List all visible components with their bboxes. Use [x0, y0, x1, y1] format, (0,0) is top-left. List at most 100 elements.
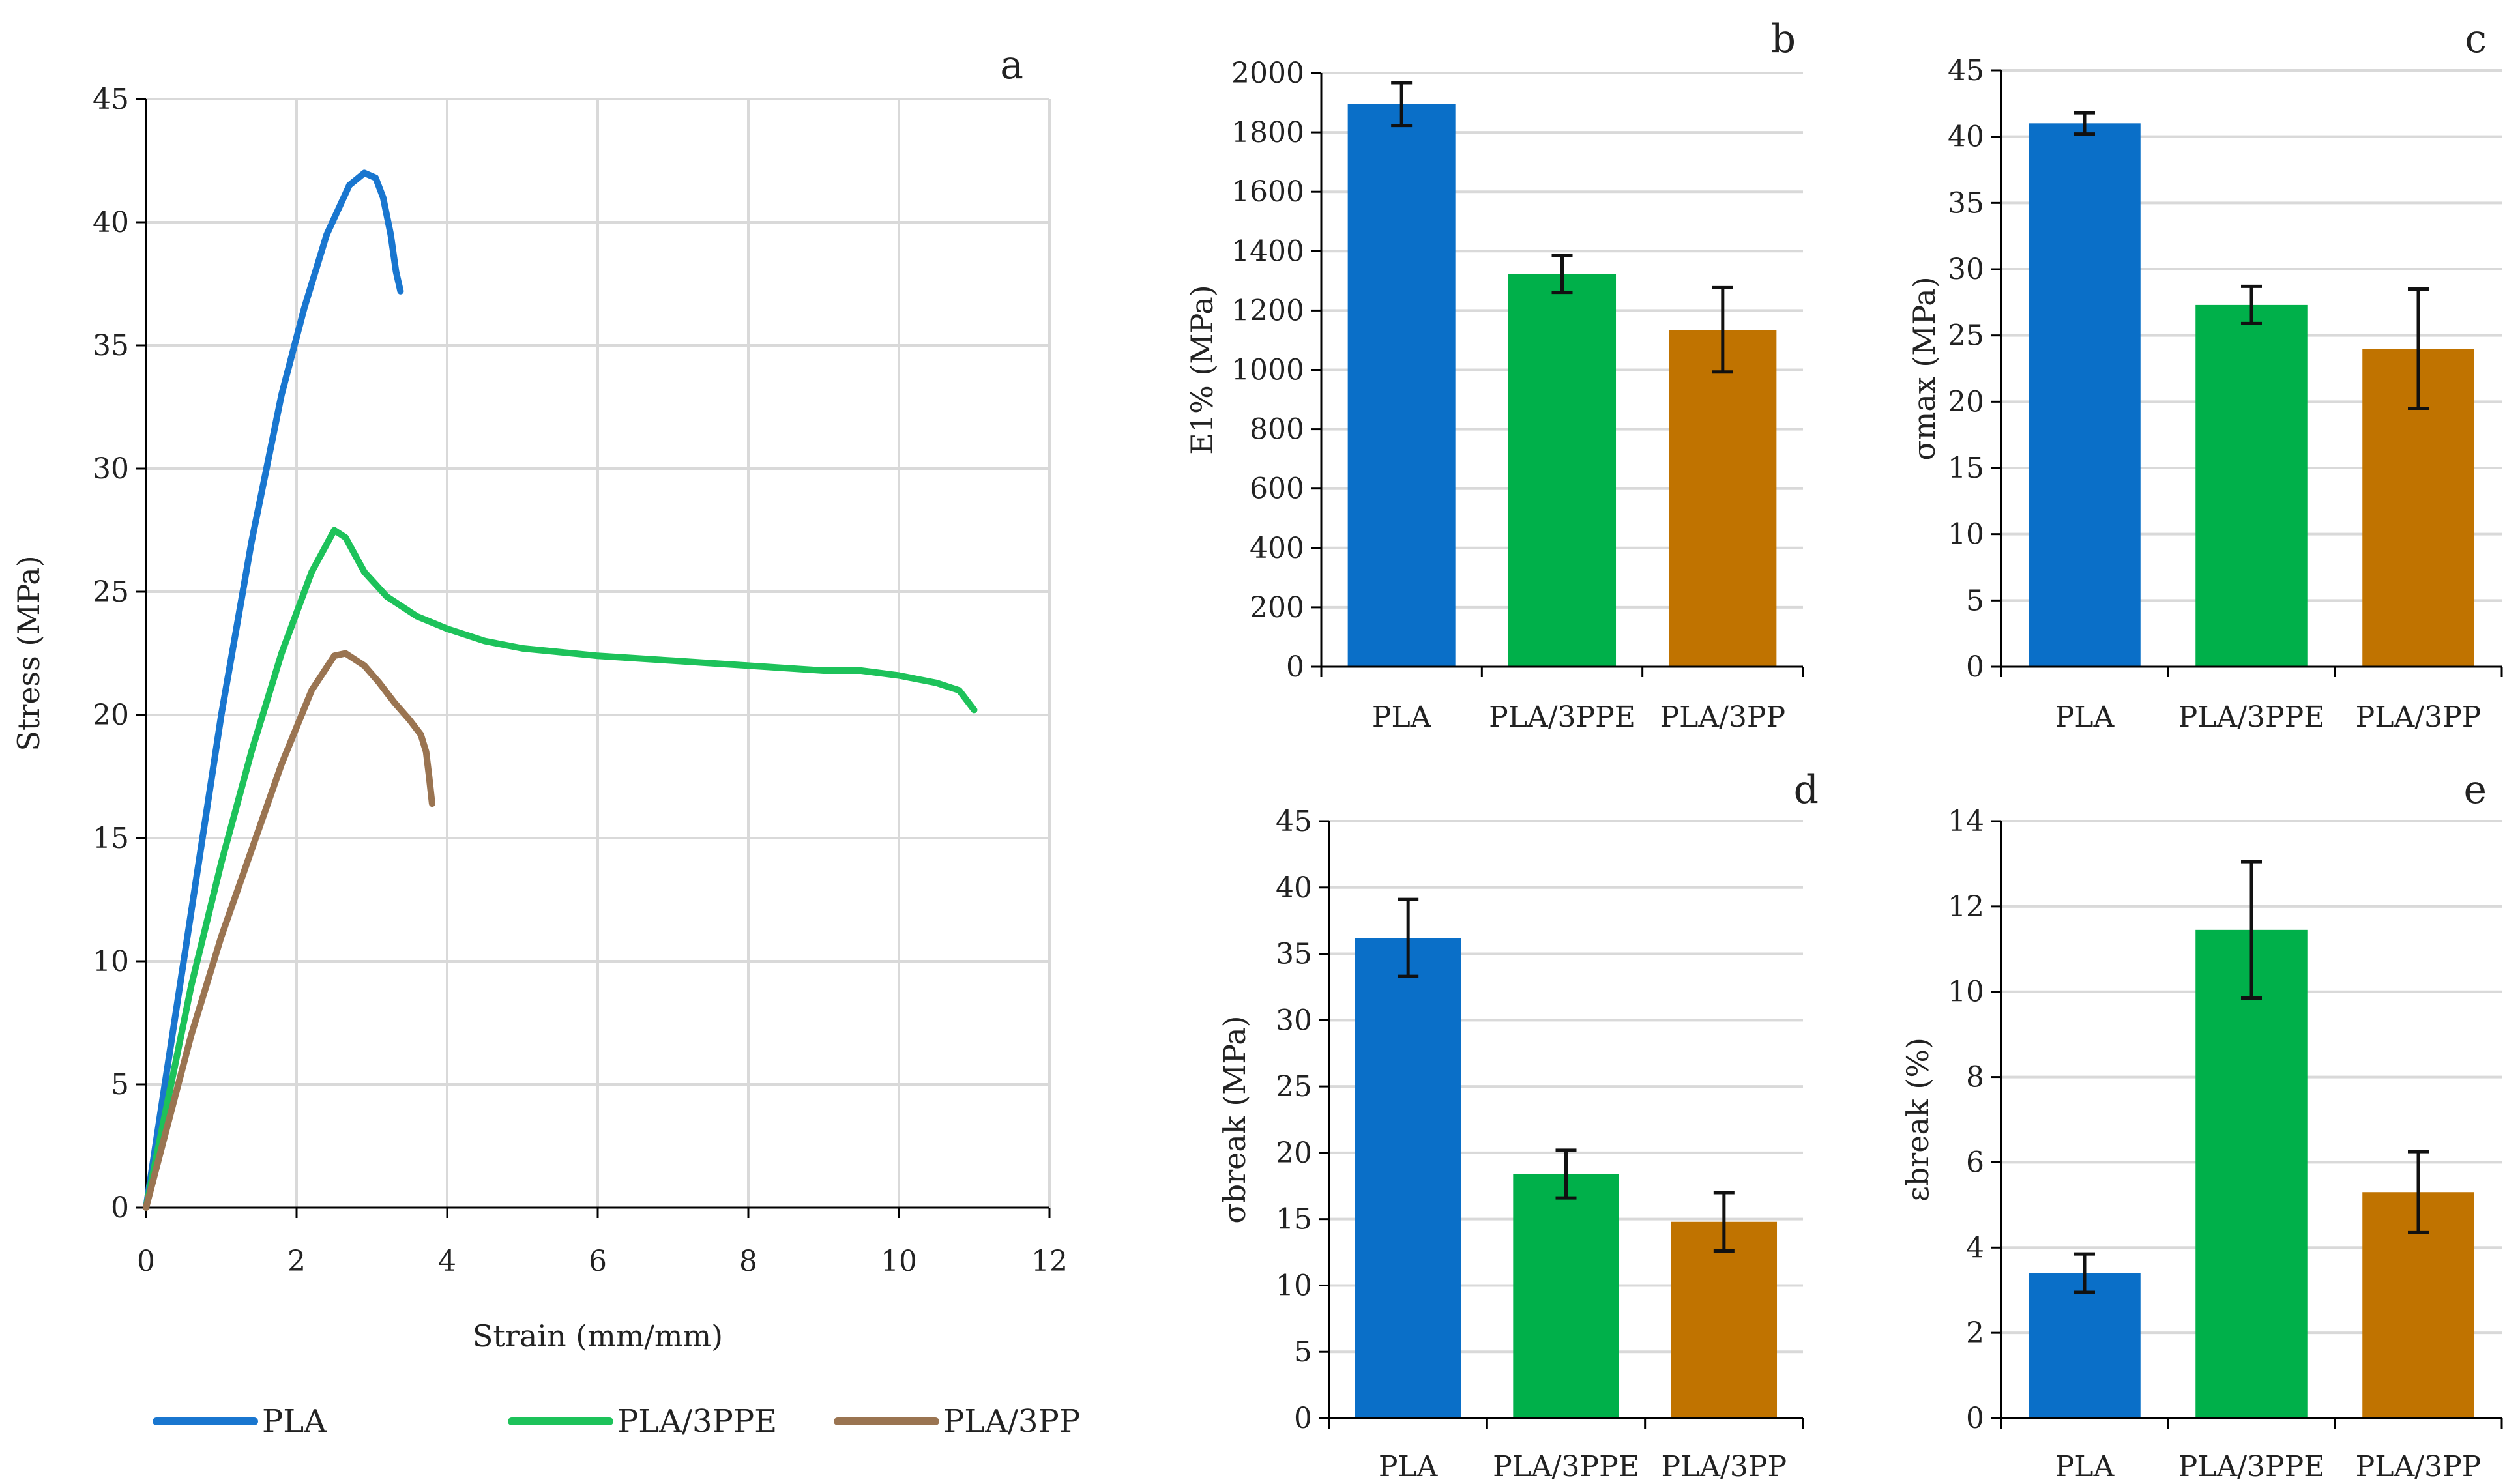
x-tick-label: 8	[739, 1245, 757, 1278]
y-tick-label: 45	[1276, 805, 1312, 838]
category-label-2: PLA/3PP	[1660, 701, 1786, 734]
bar-0	[1355, 938, 1461, 1418]
y-tick-label: 45	[1948, 54, 1984, 87]
bar-1	[1513, 1174, 1619, 1418]
y-tick-label: 5	[111, 1068, 129, 1101]
y-tick-label: 0	[111, 1191, 129, 1225]
bar-0	[2029, 123, 2141, 667]
y-axis-label: Stress (MPa)	[11, 555, 46, 751]
bar-2	[1671, 1221, 1778, 1418]
y-tick-label: 35	[1276, 938, 1312, 971]
y-axis-label: εbreak (%)	[1900, 1038, 1935, 1202]
y-tick-label: 35	[1948, 186, 1984, 220]
x-axis-label: Strain (mm/mm)	[473, 1318, 723, 1354]
panel-letter: d	[1794, 767, 1819, 813]
legend-label-0: PLA	[262, 1403, 327, 1440]
y-tick-label: 40	[93, 206, 129, 239]
category-label-2: PLA/3PP	[1662, 1450, 1787, 1482]
y-tick-label: 25	[1948, 319, 1984, 353]
panel-e: 0 2 4 6 8 10 12 14 PLA PLA/3PPE PLA/3PP εbreak (%) e	[1900, 767, 2503, 1482]
y-tick-label: 200	[1250, 591, 1304, 624]
category-label-1: PLA/3PPE	[2178, 701, 2325, 734]
y-tick-label: 14	[1948, 805, 1984, 838]
y-tick-label: 45	[93, 83, 129, 116]
category-label-0: PLA	[1372, 701, 1432, 734]
x-tick-label: 6	[589, 1245, 607, 1278]
y-tick-label: 1200	[1231, 294, 1304, 327]
y-tick-label: 5	[1966, 584, 1984, 617]
x-tick-label: 12	[1031, 1245, 1068, 1278]
bar-2	[1669, 330, 1777, 667]
y-tick-label: 0	[1294, 1402, 1312, 1435]
category-label-2: PLA/3PP	[2356, 1450, 2482, 1482]
category-label-0: PLA	[2055, 701, 2115, 734]
y-tick-label: 15	[93, 822, 129, 855]
y-tick-label: 0	[1966, 1402, 1984, 1435]
category-label-0: PLA	[1379, 1450, 1439, 1482]
panel-letter: b	[1771, 16, 1796, 62]
y-tick-label: 20	[93, 699, 129, 732]
y-tick-label: 400	[1250, 532, 1304, 565]
y-tick-label: 6	[1966, 1146, 1984, 1179]
series-line-0	[143, 169, 404, 1211]
y-tick-label: 4	[1966, 1231, 1984, 1264]
bar-0	[1347, 104, 1456, 667]
legend-label-1: PLA/3PPE	[617, 1403, 777, 1440]
category-label-0: PLA	[2055, 1450, 2115, 1482]
y-tick-label: 5	[1294, 1335, 1312, 1369]
category-label-1: PLA/3PPE	[1493, 1450, 1639, 1482]
y-tick-label: 40	[1948, 121, 1984, 154]
y-axis-label: σmax (MPa)	[1907, 276, 1942, 460]
y-tick-label: 1600	[1231, 175, 1304, 209]
y-tick-label: 2	[1966, 1316, 1984, 1350]
y-tick-label: 30	[93, 452, 129, 486]
panel-letter: a	[1000, 42, 1023, 88]
y-tick-label: 0	[1966, 650, 1984, 684]
y-tick-label: 800	[1250, 413, 1304, 446]
y-tick-label: 15	[1276, 1203, 1312, 1236]
category-label-1: PLA/3PPE	[2178, 1450, 2325, 1482]
y-tick-label: 8	[1966, 1061, 1984, 1094]
y-tick-label: 10	[1276, 1269, 1312, 1302]
y-tick-label: 30	[1276, 1004, 1312, 1037]
y-axis-label: σbreak (MPa)	[1217, 1015, 1252, 1223]
y-tick-label: 25	[93, 575, 129, 609]
panel-letter: c	[2465, 16, 2487, 62]
y-tick-label: 20	[1948, 385, 1984, 418]
y-axis-label: E1% (MPa)	[1184, 285, 1220, 454]
panel-a: 0 5 10 15 20 25 30 35 40 45 0 2 4 6 8 10 12 Strain (mm/mm…	[11, 42, 1080, 1440]
bar-0	[2029, 1273, 2141, 1418]
series-line-1	[143, 527, 978, 1211]
series-line-2	[143, 650, 435, 1211]
y-tick-label: 20	[1276, 1137, 1312, 1170]
y-tick-label: 1400	[1231, 235, 1304, 268]
y-tick-label: 10	[93, 945, 129, 978]
y-tick-label: 30	[1948, 253, 1984, 286]
bar-1	[2195, 304, 2308, 667]
category-label-1: PLA/3PPE	[1489, 701, 1635, 734]
y-tick-label: 12	[1948, 890, 1984, 923]
y-tick-label: 0	[1286, 650, 1304, 684]
y-tick-label: 1000	[1231, 354, 1304, 387]
panel-c: 0 5 10 15 20 25 30 35 40 45 PLA PLA/3PPE PLA/3PP σmax…	[1907, 16, 2503, 734]
panel-d: 0 5 10 15 20 25 30 35 40 45 PLA PLA/3PPE PLA/3PP σbre…	[1217, 767, 1819, 1482]
y-tick-label: 25	[1276, 1070, 1312, 1103]
y-tick-label: 2000	[1231, 57, 1304, 90]
y-tick-label: 10	[1948, 976, 1984, 1009]
bar-1	[2195, 929, 2308, 1418]
x-tick-label: 2	[287, 1245, 306, 1278]
panel-b: 0 200 400 600 800 1000 1200 1400 1600 1800 2000 PLA…	[1184, 16, 1804, 734]
panel-letter: e	[2463, 767, 2487, 813]
bar-1	[1508, 274, 1617, 667]
category-label-2: PLA/3PP	[2356, 701, 2482, 734]
x-tick-label: 0	[137, 1245, 155, 1278]
legend-label-2: PLA/3PP	[943, 1403, 1080, 1440]
x-tick-label: 4	[438, 1245, 456, 1278]
y-tick-label: 1800	[1231, 116, 1304, 149]
y-tick-label: 40	[1276, 871, 1312, 905]
y-tick-label: 35	[93, 329, 129, 362]
y-tick-label: 15	[1948, 452, 1984, 485]
y-tick-label: 600	[1250, 472, 1304, 506]
x-tick-label: 10	[881, 1245, 917, 1278]
